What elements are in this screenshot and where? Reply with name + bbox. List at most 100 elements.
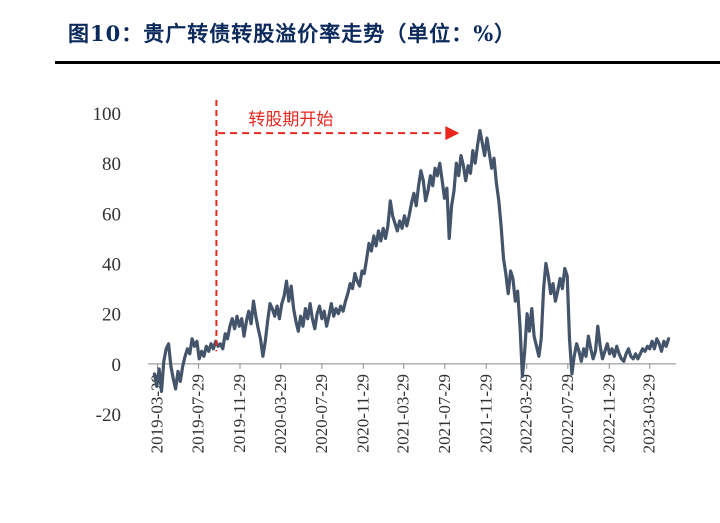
data-point [538, 355, 540, 357]
data-point [653, 348, 656, 350]
y-tick-label: -20 [96, 405, 121, 426]
data-point [639, 353, 641, 355]
data-point [245, 320, 247, 322]
data-point [422, 180, 424, 182]
data-point [392, 215, 394, 217]
data-point [585, 355, 587, 357]
data-point [625, 353, 627, 355]
data-point [198, 358, 200, 360]
data-point [182, 365, 184, 367]
data-point [465, 180, 467, 182]
data-point [238, 325, 240, 327]
data-point [231, 318, 233, 320]
data-point [288, 300, 290, 302]
data-point [637, 358, 639, 360]
data-point [580, 360, 582, 362]
data-point [297, 330, 299, 332]
data-point [283, 295, 285, 297]
data-point [606, 343, 608, 345]
data-point [191, 338, 193, 340]
data-point [644, 350, 646, 352]
data-point [326, 325, 328, 327]
series-line [152, 129, 671, 393]
data-point [436, 175, 438, 177]
data-point [158, 368, 160, 370]
data-point [377, 230, 380, 232]
x-tick-label: 2019-03-29 [147, 374, 166, 453]
data-point [290, 285, 292, 287]
data-point [278, 318, 280, 320]
data-point [573, 355, 575, 357]
data-point [635, 353, 637, 355]
data-point [267, 320, 269, 322]
data-point [439, 162, 441, 164]
data-point [401, 227, 403, 229]
x-tick-label: 2021-03-29 [394, 374, 413, 453]
data-point [535, 345, 538, 347]
data-point [623, 360, 625, 362]
y-tick-label: 80 [102, 154, 121, 175]
data-point [363, 272, 365, 275]
data-point [163, 360, 165, 362]
data-point [168, 343, 170, 345]
data-point [441, 180, 443, 182]
data-point [396, 230, 398, 232]
y-tick-label: 20 [102, 305, 121, 326]
data-point [627, 348, 630, 350]
data-point [576, 343, 578, 345]
data-point [462, 165, 464, 167]
data-point [592, 358, 594, 360]
x-tick-label: 2021-11-29 [476, 374, 495, 453]
data-point [328, 315, 330, 317]
data-point [425, 200, 427, 202]
data-point [262, 355, 264, 357]
data-point [359, 285, 361, 287]
data-point [481, 142, 483, 144]
data-point [583, 348, 585, 350]
data-point [550, 293, 552, 295]
data-point [222, 348, 224, 350]
data-point [510, 270, 512, 272]
data-point [552, 283, 554, 285]
x-tick-label: 2021-07-29 [435, 374, 454, 453]
data-point [399, 220, 401, 222]
data-point [257, 328, 259, 330]
data-point [349, 283, 351, 285]
data-point [488, 152, 490, 154]
data-point [590, 348, 592, 350]
data-point [609, 353, 611, 355]
data-point [226, 338, 229, 340]
data-point [564, 267, 566, 270]
data-point [611, 348, 613, 350]
data-point [184, 355, 186, 357]
data-point [250, 323, 252, 325]
data-point [429, 175, 431, 177]
data-point [660, 350, 663, 352]
data-point [160, 390, 163, 392]
data-point [330, 303, 332, 305]
data-point [170, 365, 172, 367]
data-point [505, 272, 507, 275]
data-point [519, 325, 521, 327]
data-point [507, 293, 509, 295]
data-point [394, 222, 396, 224]
data-point [668, 338, 670, 340]
data-point [311, 318, 313, 320]
data-point [153, 373, 155, 375]
data-point [302, 325, 304, 327]
data-point [665, 345, 667, 347]
data-point [347, 293, 349, 295]
data-point [241, 318, 243, 320]
data-point [514, 300, 516, 302]
data-point [373, 235, 375, 237]
data-point [620, 358, 623, 360]
data-point [210, 343, 212, 345]
data-point [543, 288, 545, 290]
data-point [469, 172, 472, 174]
data-point [663, 340, 665, 342]
data-point [255, 315, 257, 317]
data-point [318, 305, 321, 307]
data-point [219, 343, 221, 345]
data-point [361, 270, 363, 272]
data-point [651, 340, 653, 342]
